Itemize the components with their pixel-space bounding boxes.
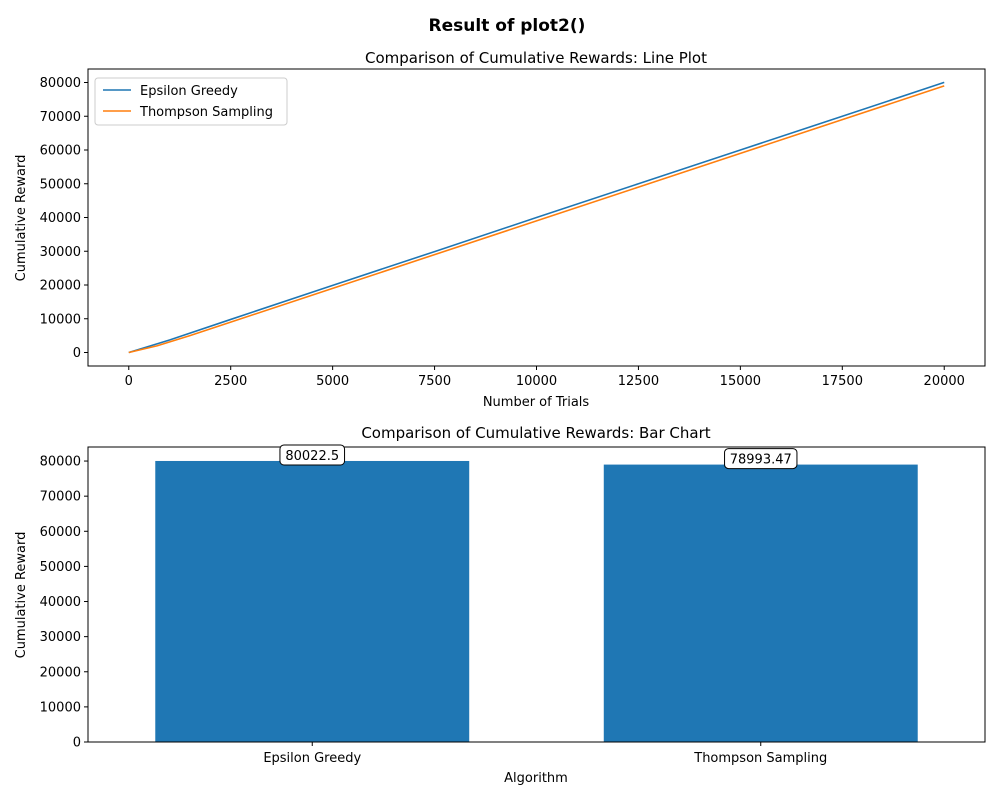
legend-label-epsilon-greedy: Epsilon Greedy	[140, 84, 238, 99]
line-plot-y-tick-label: 20000	[40, 279, 81, 294]
line-plot-axes: Comparison of Cumulative Rewards: Line P…	[14, 49, 986, 410]
line-plot-x-ticks: 0 2500 5000 7500 10000 12500 15000 17500 20000	[125, 366, 965, 389]
bar-chart-x-ticks: Epsilon Greedy Thompson Sampling	[263, 742, 827, 766]
bar-chart-x-tick-label: Epsilon Greedy	[263, 751, 361, 766]
bar-chart-y-tick-label: 40000	[40, 595, 81, 610]
line-plot-legend: Epsilon Greedy Thompson Sampling	[94, 77, 288, 126]
series-line-thompson-sampling	[128, 85, 945, 354]
bar-chart-title: Comparison of Cumulative Rewards: Bar Ch…	[361, 424, 710, 442]
line-plot-x-tick-label: 12500	[618, 374, 659, 389]
line-plot-y-axis-label: Cumulative Reward	[14, 155, 29, 282]
line-plot-x-tick-label: 7500	[418, 374, 451, 389]
line-plot-y-tick-label: 70000	[40, 110, 81, 125]
line-plot-x-tick-label: 2500	[214, 374, 247, 389]
bar-value-label: 80022.5	[285, 449, 339, 464]
figure-suptitle: Result of plot2()	[429, 16, 586, 36]
line-plot-title: Comparison of Cumulative Rewards: Line P…	[365, 49, 707, 67]
bar-chart-y-tick-label: 50000	[40, 560, 81, 575]
line-plot-x-tick-label: 17500	[822, 374, 863, 389]
bar-chart-y-tick-label: 10000	[40, 700, 81, 715]
bar-chart-y-axis-label: Cumulative Reward	[14, 532, 29, 659]
line-plot-y-tick-label: 0	[73, 346, 81, 361]
line-plot-y-tick-label: 80000	[40, 76, 81, 91]
line-plot-x-axis-label: Number of Trials	[483, 395, 590, 410]
bar-value-label: 78993.47	[730, 453, 792, 468]
bar-chart-x-axis-label: Algorithm	[504, 771, 568, 786]
bar-chart-y-tick-label: 0	[73, 736, 81, 751]
bar-chart-frame	[87, 446, 986, 743]
line-plot-y-tick-label: 10000	[40, 312, 81, 327]
bar-chart-x-tick-label: Thompson Sampling	[693, 751, 827, 766]
legend-label-thompson-sampling: Thompson Sampling	[139, 105, 273, 120]
line-plot-x-tick-label: 5000	[316, 374, 349, 389]
line-plot-y-tick-label: 60000	[40, 144, 81, 159]
bar-chart-y-tick-label: 60000	[40, 525, 81, 540]
line-plot-x-tick-label: 20000	[924, 374, 965, 389]
bar-chart-bars	[155, 460, 918, 742]
line-plot-series	[128, 81, 945, 354]
bar-chart-y-ticks: 0 10000 20000 30000 40000 50000 60000 70000 8000…	[40, 455, 88, 751]
line-plot-y-tick-label: 50000	[40, 177, 81, 192]
bar-chart-y-tick-label: 30000	[40, 630, 81, 645]
bar-chart-axes: Comparison of Cumulative Rewards: Bar Ch…	[14, 424, 986, 786]
line-plot-x-tick-label: 0	[125, 374, 133, 389]
line-plot-y-tick-label: 30000	[40, 245, 81, 260]
bar-value-label-box	[724, 448, 798, 470]
bar-value-label-box	[279, 444, 346, 466]
line-plot-x-tick-label: 10000	[516, 374, 557, 389]
bar-chart-value-labels: 80022.5 78993.47	[279, 444, 798, 470]
bar-thompson-sampling	[603, 464, 918, 742]
series-line-epsilon-greedy	[128, 81, 945, 354]
legend-frame	[94, 77, 288, 126]
line-plot-y-tick-label: 40000	[40, 211, 81, 226]
bar-chart-y-tick-label: 20000	[40, 665, 81, 680]
line-plot-y-ticks: 0 10000 20000 30000 40000 50000 60000 70000 8000…	[40, 76, 88, 361]
bar-epsilon-greedy	[155, 460, 470, 742]
line-plot-x-tick-label: 15000	[720, 374, 761, 389]
bar-chart-y-tick-label: 70000	[40, 490, 81, 505]
bar-chart-y-tick-label: 80000	[40, 455, 81, 470]
